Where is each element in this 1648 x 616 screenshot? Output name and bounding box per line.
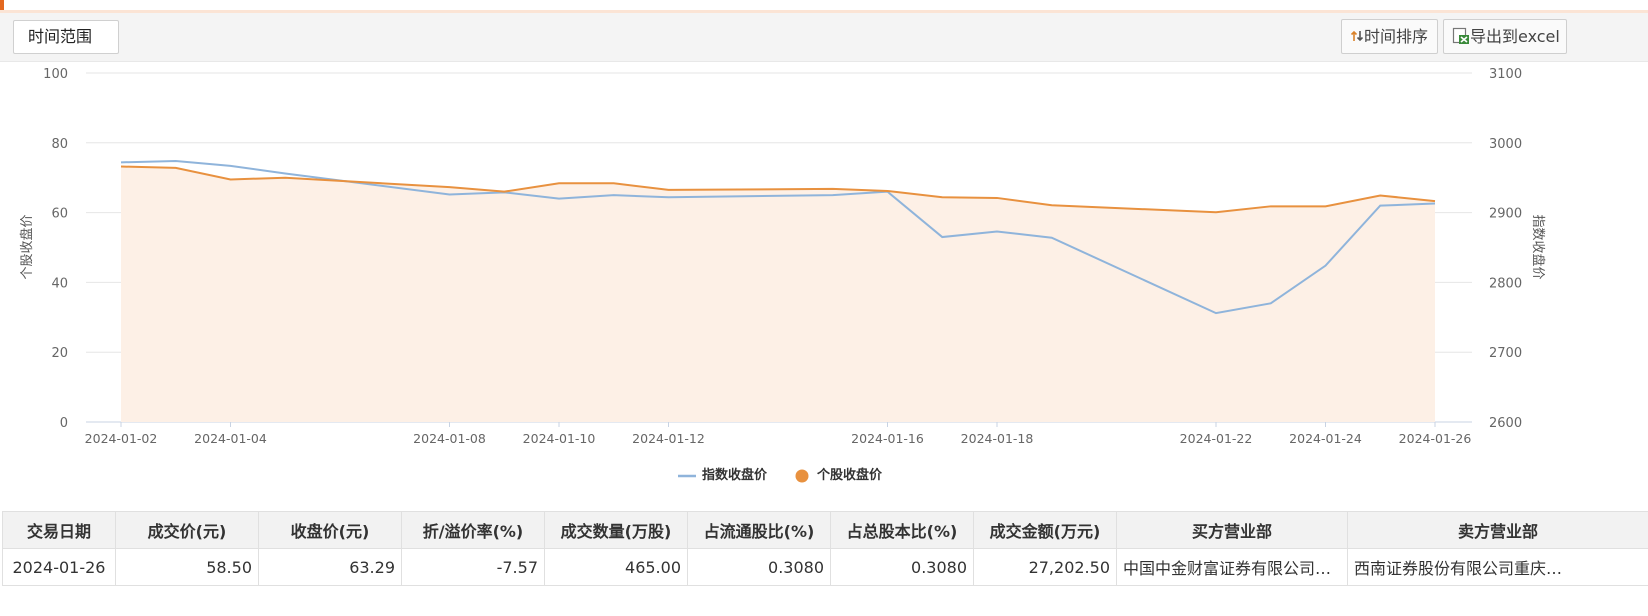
col-header: 占总股本比(%) xyxy=(830,511,974,549)
time-range-button[interactable]: 时间范围 xyxy=(13,20,119,54)
cell-amount: 27,202.50 xyxy=(973,548,1117,586)
cell-volume: 465.00 xyxy=(544,548,688,586)
chart-area: 0 20 40 60 80 100 2600 2700 2800 2900 3000 3100 2024… xyxy=(0,62,1648,502)
x-tick-label: 2024-01-08 xyxy=(413,431,486,446)
table-row: 2024-01-26 58.50 63.29 -7.57 465.00 0.30… xyxy=(2,548,1648,586)
y-tick-label: 0 xyxy=(60,416,68,431)
y2-tick-label: 3100 xyxy=(1489,67,1522,82)
price-chart: 0 20 40 60 80 100 2600 2700 2800 2900 3000 3100 2024… xyxy=(19,67,1546,446)
cell-close-price: 63.29 xyxy=(258,548,402,586)
section-marker xyxy=(0,0,4,10)
y2-tick-label: 3000 xyxy=(1489,137,1522,152)
cell-trade-price: 58.50 xyxy=(115,548,259,586)
col-header: 占流通股比(%) xyxy=(687,511,831,549)
stock-area-fill xyxy=(121,166,1435,422)
y2-tick-label: 2700 xyxy=(1489,346,1522,361)
cell-seller[interactable]: 西南证券股份有限公司重庆… xyxy=(1347,548,1648,586)
time-sort-label: 时间排序 xyxy=(1364,27,1429,46)
index-close-line xyxy=(120,159,1436,315)
chart-legend: 指数收盘价 个股收盘价 xyxy=(0,466,1648,486)
col-header: 成交金额(万元) xyxy=(973,511,1117,549)
export-excel-label: 导出到excel xyxy=(1470,27,1560,46)
cell-float-ratio: 0.3080 xyxy=(687,548,831,586)
x-tick-label: 2024-01-24 xyxy=(1289,431,1362,446)
x-tick-label: 2024-01-12 xyxy=(632,431,705,446)
legend-item-stock[interactable]: 个股收盘价 xyxy=(795,466,882,486)
col-header: 收盘价(元) xyxy=(258,511,402,549)
y-tick-label: 60 xyxy=(51,207,68,222)
y-tick-label: 20 xyxy=(51,346,68,361)
col-header: 交易日期 xyxy=(2,511,116,549)
time-sort-button[interactable]: 时间排序 xyxy=(1341,19,1438,54)
sort-arrows-icon xyxy=(1350,30,1364,42)
top-strip xyxy=(0,0,1648,13)
line-swatch-icon xyxy=(678,474,696,478)
x-tick-label: 2024-01-04 xyxy=(194,431,267,446)
table-header-row: 交易日期 成交价(元) 收盘价(元) 折/溢价率(%) 成交数量(万股) 占流通… xyxy=(2,511,1648,549)
y-tick-label: 100 xyxy=(43,67,68,82)
toolbar: 时间范围 时间排序 导出到excel xyxy=(0,13,1648,62)
y-axis-title: 个股收盘价 xyxy=(19,214,35,279)
excel-icon xyxy=(1452,27,1469,44)
dot-swatch-icon xyxy=(795,469,809,483)
block-trade-table: 交易日期 成交价(元) 收盘价(元) 折/溢价率(%) 成交数量(万股) 占流通… xyxy=(2,511,1648,586)
cell-total-ratio: 0.3080 xyxy=(830,548,974,586)
legend-item-index[interactable]: 指数收盘价 xyxy=(678,466,767,486)
x-tick-label: 2024-01-18 xyxy=(961,431,1034,446)
y2-tick-label: 2600 xyxy=(1489,416,1522,431)
col-header: 折/溢价率(%) xyxy=(401,511,545,549)
x-tick-label: 2024-01-02 xyxy=(85,431,158,446)
cell-premium-rate: -7.57 xyxy=(401,548,545,586)
x-tick-label: 2024-01-22 xyxy=(1180,431,1253,446)
col-header: 卖方营业部 xyxy=(1347,511,1648,549)
legend-label-index: 指数收盘价 xyxy=(702,468,768,483)
export-excel-button[interactable]: 导出到excel xyxy=(1443,19,1567,54)
col-header: 成交数量(万股) xyxy=(544,511,688,549)
y-tick-label: 80 xyxy=(51,137,68,152)
cell-buyer[interactable]: 中国中金财富证券有限公司重… xyxy=(1116,548,1348,586)
stock-close-line xyxy=(120,165,1436,214)
x-tick-label: 2024-01-16 xyxy=(851,431,924,446)
x-tick-label: 2024-01-10 xyxy=(523,431,596,446)
x-tick-label: 2024-01-26 xyxy=(1399,431,1472,446)
col-header: 买方营业部 xyxy=(1116,511,1348,549)
col-header: 成交价(元) xyxy=(115,511,259,549)
y-tick-label: 40 xyxy=(51,276,68,291)
y2-tick-label: 2900 xyxy=(1489,207,1522,222)
y2-axis-title: 指数收盘价 xyxy=(1530,214,1546,279)
y2-tick-label: 2800 xyxy=(1489,276,1522,291)
cell-date: 2024-01-26 xyxy=(2,548,116,586)
legend-label-stock: 个股收盘价 xyxy=(817,468,883,483)
